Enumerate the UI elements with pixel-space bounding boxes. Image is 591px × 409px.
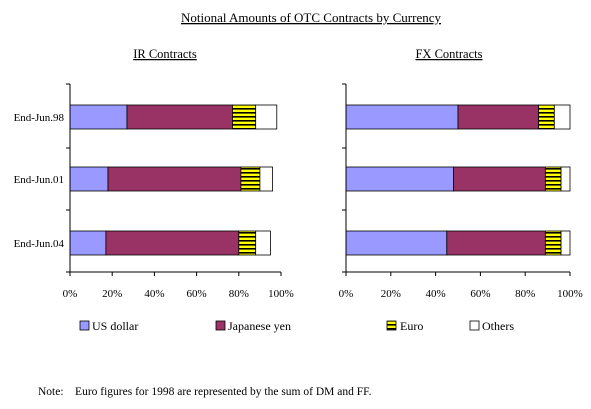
bar-fx-contracts-end-jun-04-others <box>560 230 571 256</box>
bar-fx-contracts-end-jun-98-us-dollar <box>345 104 459 130</box>
bar-ir-contracts-end-jun-01-others <box>259 166 273 192</box>
bar-ir-contracts-end-jun-98-others <box>255 104 278 130</box>
bar-fx-contracts-end-jun-98-euro <box>538 104 555 130</box>
bar-ir-contracts-end-jun-98-japanese-yen <box>126 104 233 130</box>
x-tick-label-fx-contracts-2: 40% <box>426 288 446 300</box>
legend-swatch-japanese-yen <box>215 320 226 331</box>
category-label-end-jun-04: End-Jun.04 <box>14 238 65 250</box>
legend-label-others: Others <box>482 319 514 333</box>
bar-ir-contracts-end-jun-04-others <box>255 230 271 256</box>
footnote: Note: Euro figures for 1998 are represen… <box>38 386 372 398</box>
x-tick-label-fx-contracts-3: 60% <box>470 288 490 300</box>
bar-fx-contracts-end-jun-01-euro <box>544 166 562 192</box>
x-tick-label-fx-contracts-1: 20% <box>381 288 401 300</box>
panel-title-fx-contracts: FX Contracts <box>415 47 482 61</box>
legend-label-euro: Euro <box>400 319 423 333</box>
bar-ir-contracts-end-jun-04-euro <box>238 230 257 256</box>
x-tick-label-ir-contracts-3: 60% <box>187 288 207 300</box>
x-tick-label-fx-contracts-5: 100% <box>557 288 583 300</box>
x-tick-label-fx-contracts-4: 80% <box>515 288 535 300</box>
bar-ir-contracts-end-jun-98-euro <box>232 104 257 130</box>
bar-fx-contracts-end-jun-04-us-dollar <box>345 230 448 256</box>
legend: US dollar Japanese yen Euro Others <box>79 319 514 333</box>
figure-title: Notional Amounts of OTC Contracts by Cur… <box>181 10 441 25</box>
bar-fx-contracts-end-jun-98-japanese-yen <box>457 104 540 130</box>
bar-fx-contracts-end-jun-01-us-dollar <box>345 166 454 192</box>
bar-fx-contracts-end-jun-98-others <box>553 104 571 130</box>
bar-ir-contracts-end-jun-04-us-dollar <box>69 230 107 256</box>
bar-fx-contracts-end-jun-01-japanese-yen <box>453 166 546 192</box>
bar-fx-contracts-end-jun-01-others <box>560 166 571 192</box>
x-tick-label-ir-contracts-5: 100% <box>268 288 294 300</box>
x-tick-label-ir-contracts-2: 40% <box>144 288 164 300</box>
bar-fx-contracts-end-jun-04-japanese-yen <box>446 230 546 256</box>
category-label-end-jun-98: End-Jun.98 <box>14 112 65 124</box>
legend-swatch-euro <box>386 320 397 331</box>
bar-ir-contracts-end-jun-98-us-dollar <box>69 104 128 130</box>
chart-panels: IR Contracts End-Jun.98 End-Jun.01 End-Jun.… <box>14 47 583 300</box>
bar-ir-contracts-end-jun-01-japanese-yen <box>107 166 242 192</box>
x-tick-label-ir-contracts-1: 20% <box>102 288 122 300</box>
panel-ir-contracts: IR Contracts End-Jun.98 End-Jun.01 End-Jun.… <box>14 47 294 300</box>
legend-swatch-others <box>469 320 480 331</box>
bar-ir-contracts-end-jun-04-japanese-yen <box>105 230 240 256</box>
x-tick-label-fx-contracts-0: 0% <box>339 288 354 300</box>
legend-label-us-dollar: US dollar <box>92 319 138 333</box>
x-tick-label-ir-contracts-4: 80% <box>229 288 249 300</box>
bar-fx-contracts-end-jun-04-euro <box>544 230 562 256</box>
panel-fx-contracts: FX Contracts 0% 20% 40% 60% 80% 100% <box>339 47 583 300</box>
legend-swatch-us-dollar <box>79 320 90 331</box>
bar-ir-contracts-end-jun-01-euro <box>240 166 261 192</box>
legend-label-japanese-yen: Japanese yen <box>228 319 291 333</box>
panel-title-ir-contracts: IR Contracts <box>133 47 197 61</box>
bar-ir-contracts-end-jun-01-us-dollar <box>69 166 109 192</box>
category-label-end-jun-01: End-Jun.01 <box>14 174 64 186</box>
x-tick-label-ir-contracts-0: 0% <box>63 288 78 300</box>
